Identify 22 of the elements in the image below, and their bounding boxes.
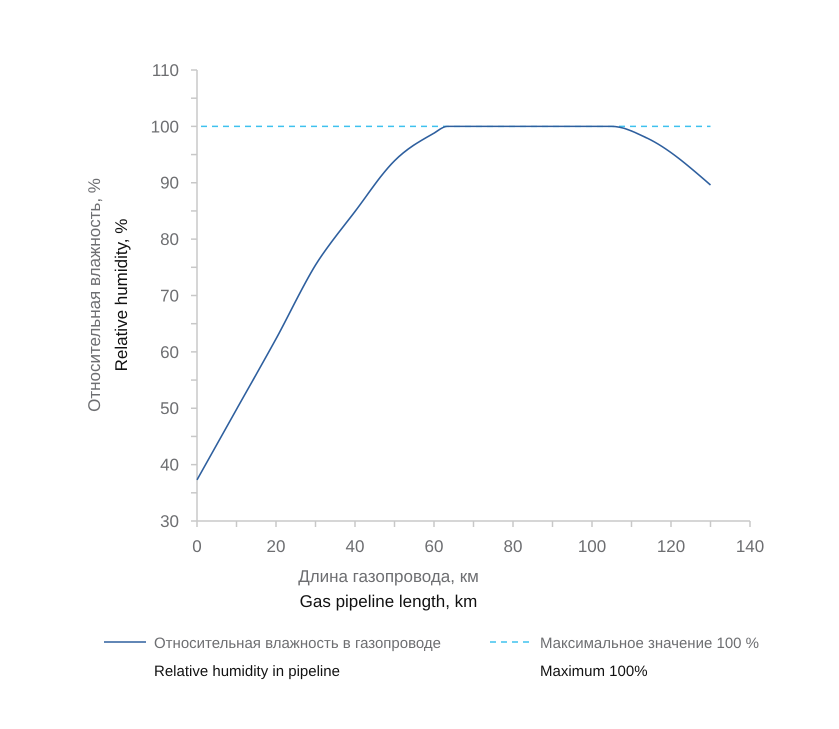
y-tick-label: 70: [160, 286, 179, 306]
y-axis-title: Относительная влажность, % Relative humidity, %: [85, 178, 131, 412]
x-tick-label: 120: [656, 537, 686, 556]
x-axis-title: Длина газопровода, км Gas pipeline length, km: [298, 567, 479, 611]
x-tick-label: 40: [346, 537, 364, 556]
y-tick-label: 60: [160, 342, 179, 362]
y-tick-label: 100: [150, 117, 179, 136]
line-series: [196, 126, 712, 481]
y-tick-label: 30: [160, 512, 179, 531]
x-tick-label: 60: [424, 537, 444, 556]
x-tick-label: 80: [504, 537, 522, 556]
x-tick-label: 20: [266, 537, 286, 556]
legend-label: Максимальное значение 100 % Maximum 100%: [540, 635, 760, 680]
y-tick-label: 80: [160, 230, 179, 250]
x-tick-label: 140: [736, 537, 764, 556]
x-tick-label: 100: [578, 537, 606, 556]
y-tick-label: 110: [152, 60, 179, 80]
y-tick-label: 40: [160, 456, 179, 475]
x-tick-label: 0: [192, 537, 202, 556]
y-tick-label: 50: [160, 399, 179, 418]
y-tick-label: 90: [160, 174, 179, 193]
legend-label: Относительная влажность в газопроводе Relative humidity in pipeline: [154, 635, 442, 680]
